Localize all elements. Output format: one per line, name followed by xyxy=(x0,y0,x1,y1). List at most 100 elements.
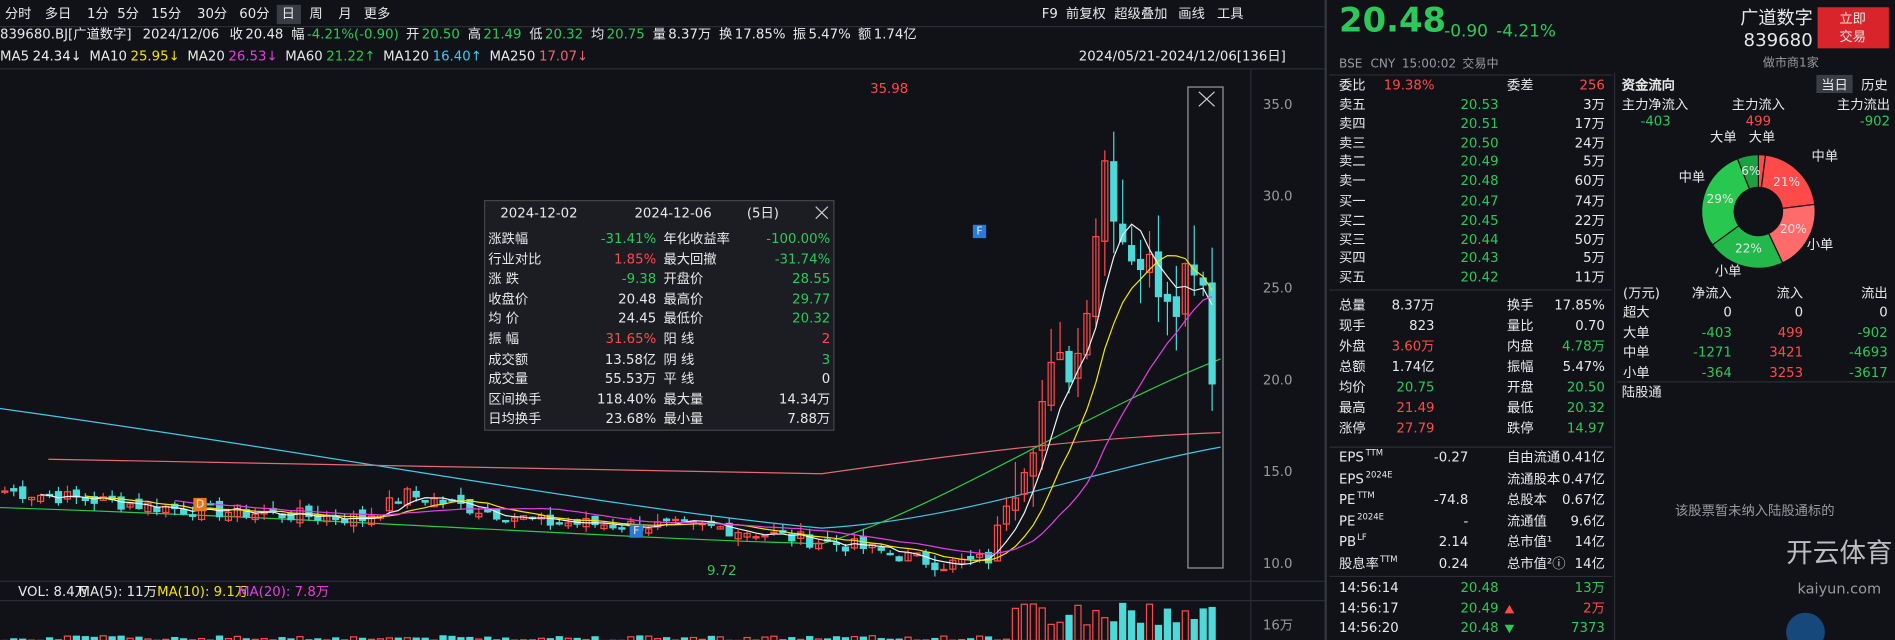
candle-body xyxy=(949,559,957,570)
tool-tab[interactable]: 日 xyxy=(281,6,295,22)
candle-body xyxy=(1128,245,1136,262)
popup-close[interactable] xyxy=(815,206,829,220)
candle-body xyxy=(251,513,259,521)
price-change: -0.90 xyxy=(1444,21,1488,42)
range-end: 2024-12-06 xyxy=(634,205,712,222)
popup-value: 2 xyxy=(821,331,831,347)
volume-bar xyxy=(1011,607,1020,640)
fin-value: -74.8 xyxy=(1433,491,1469,508)
tool-tab[interactable]: 15分 xyxy=(151,6,182,22)
event-marker xyxy=(972,224,987,239)
tool-tab[interactable]: 更多 xyxy=(363,6,391,22)
ma-line xyxy=(40,223,1213,566)
ma-value: 16.40↑ xyxy=(432,48,482,65)
candle-body xyxy=(1074,352,1082,379)
volume-bar xyxy=(117,635,125,640)
tab[interactable]: 历史 xyxy=(1861,77,1888,94)
flow-cell: 中单 xyxy=(1623,344,1650,361)
volume-bar xyxy=(421,637,429,640)
fin-superscript: LF xyxy=(1357,532,1367,543)
volume-label: MA(10): 9.1万 xyxy=(157,583,249,600)
flow-label: 主力净流入 xyxy=(1621,96,1689,113)
trade-button-bg[interactable] xyxy=(1817,7,1889,49)
candle-body xyxy=(940,568,948,572)
market-maker: 做市商1家 xyxy=(1762,56,1819,71)
tool-tab[interactable]: 多日 xyxy=(44,6,72,22)
volume-bar xyxy=(1065,614,1073,640)
volume-bar xyxy=(457,637,465,640)
y-tick-label: 10.0 xyxy=(1262,555,1293,572)
tool-button[interactable]: 超级叠加 xyxy=(1114,6,1168,22)
volume-bar xyxy=(1092,609,1100,640)
candle-body xyxy=(117,496,125,510)
fin-label: PB xyxy=(1339,534,1357,550)
candle-body xyxy=(1145,253,1154,273)
popup-label: 开盘价 xyxy=(663,270,704,287)
candle-body xyxy=(1047,361,1055,406)
pie-label: 29% xyxy=(1706,193,1734,207)
tab[interactable]: 当日 xyxy=(1821,77,1848,94)
candle-body xyxy=(895,556,903,562)
tool-button[interactable]: 前复权 xyxy=(1065,6,1106,22)
tool-button[interactable]: 画线 xyxy=(1178,6,1205,22)
tool-tab[interactable]: 周 xyxy=(309,6,323,22)
high-annotation: 35.98 xyxy=(870,80,909,97)
popup-bg xyxy=(484,200,835,431)
fin-label: EPS xyxy=(1339,470,1364,487)
popup-value: -31.41% xyxy=(600,230,657,247)
tool-tab[interactable]: 60分 xyxy=(239,6,270,22)
volume-bar xyxy=(689,636,698,640)
book-label: 买一 xyxy=(1339,193,1366,210)
tool-button[interactable]: 工具 xyxy=(1216,6,1244,22)
stat-label: 外盘 xyxy=(1339,338,1366,355)
book-volume: 5万 xyxy=(1583,250,1605,267)
popup-value: 20.32 xyxy=(792,311,831,327)
fin-label: 股息率 xyxy=(1339,555,1379,572)
stat-value: 3.60万 xyxy=(1391,338,1435,355)
popup-value: 7.88万 xyxy=(787,411,831,428)
book-label: 买二 xyxy=(1339,212,1366,229)
tool-tab[interactable]: 月 xyxy=(338,6,352,22)
ma-label: MA120 xyxy=(383,48,430,65)
ma120-line xyxy=(0,407,1221,529)
volume-bar xyxy=(662,637,671,640)
tool-tab[interactable]: 5分 xyxy=(117,6,139,22)
volume-bar xyxy=(743,636,751,640)
pie-name: 小单 xyxy=(1714,263,1742,280)
volume-bar xyxy=(940,635,948,640)
popup-label: 成交额 xyxy=(488,351,529,367)
volume-bar xyxy=(81,636,89,640)
volume-bar xyxy=(806,636,814,640)
flow-value: -902 xyxy=(1859,113,1891,130)
trade-volume: 7373 xyxy=(1571,619,1605,636)
popup-value: -31.74% xyxy=(774,250,831,267)
tool-button[interactable]: F9 xyxy=(1041,6,1058,22)
stat-label: 均价 xyxy=(1339,379,1366,396)
candle-body xyxy=(716,526,724,530)
popup-label: 最高价 xyxy=(663,291,704,307)
volume-bar xyxy=(859,636,867,640)
book-price: 20.53 xyxy=(1460,96,1499,113)
trade-price: 20.48 xyxy=(1460,580,1499,596)
info-value: 5.47% xyxy=(808,26,851,43)
volume-bar xyxy=(1020,603,1028,640)
flow-cell: 超大 xyxy=(1623,304,1650,321)
volume-bar xyxy=(171,637,179,640)
candle-body xyxy=(725,522,733,537)
flow-cell: 0 xyxy=(1723,304,1732,321)
popup-label: 涨 跌 xyxy=(488,270,520,287)
candle-body xyxy=(609,524,617,529)
flow-cell: -4693 xyxy=(1849,344,1888,361)
close-selection[interactable] xyxy=(1198,91,1215,107)
volume-bar xyxy=(591,636,599,640)
volume-bar xyxy=(215,635,224,640)
volume-bar xyxy=(72,635,81,640)
tool-tab[interactable]: 1分 xyxy=(87,6,109,22)
candle-body xyxy=(806,534,814,548)
tool-tab[interactable]: 30分 xyxy=(196,6,228,22)
tool-tab[interactable]: 分时 xyxy=(4,6,32,22)
book-volume: 22万 xyxy=(1574,212,1605,229)
pie-slice xyxy=(1700,157,1751,246)
fin-value: - xyxy=(1463,513,1469,529)
fin-value: 0.24 xyxy=(1438,555,1469,572)
